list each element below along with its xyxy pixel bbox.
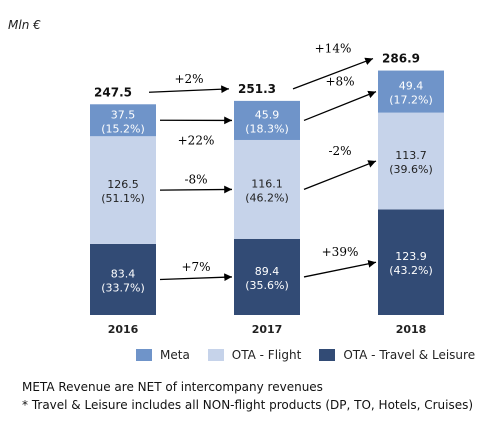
data-label: 123.9 xyxy=(395,250,427,263)
data-label: 113.7 xyxy=(395,149,427,162)
stacked-bar-chart: 83.4(33.7%) 126.5(51.1%) 37.5(15.2%) 247.5 2… xyxy=(90,42,444,336)
data-label-pct: (43.2%) xyxy=(389,264,433,277)
data-label-pct: (35.6%) xyxy=(245,279,289,292)
legend-item-meta: Meta xyxy=(136,348,190,362)
data-label-pct: (18.3%) xyxy=(245,122,289,135)
data-label-pct: (17.2%) xyxy=(389,94,433,107)
legend-swatch-ota-travel-leisure xyxy=(319,349,336,361)
growth-arrow xyxy=(159,185,233,194)
data-label: 49.4 xyxy=(399,80,424,93)
data-label: 89.4 xyxy=(255,265,280,278)
data-label-pct: (51.1%) xyxy=(101,192,145,205)
bar-segment xyxy=(378,70,444,113)
bar-segment xyxy=(378,209,444,315)
data-label: 37.5 xyxy=(111,108,136,121)
growth-label: -8% xyxy=(184,172,207,186)
data-label: 83.4 xyxy=(111,267,136,280)
legend-label-ota-travel-leisure: OTA - Travel & Leisure xyxy=(343,348,476,362)
data-label: 116.1 xyxy=(251,177,283,190)
growth-arrow xyxy=(303,259,377,278)
growth-arrow xyxy=(148,85,230,94)
growth-arrow xyxy=(303,160,377,191)
bar-segment xyxy=(234,238,300,315)
legend-swatch-meta xyxy=(136,349,152,361)
growth-label: +2% xyxy=(174,72,203,86)
growth-label: +14% xyxy=(315,42,352,56)
legend-item-ota-travel-leisure: OTA - Travel & Leisure xyxy=(319,348,475,362)
data-label-pct: (39.6%) xyxy=(389,163,433,176)
total-label: 286.9 xyxy=(382,52,420,66)
growth-label: -2% xyxy=(328,144,351,158)
bar-segment xyxy=(90,243,156,315)
legend-item-ota-flight: OTA - Flight xyxy=(207,348,302,362)
bar-segment xyxy=(378,112,444,210)
unit-label: Mln € xyxy=(8,18,41,32)
data-label-pct: (46.2%) xyxy=(245,191,289,204)
footnote-travel-leisure: * Travel & Leisure includes all NON-flig… xyxy=(22,398,474,412)
bar-segment xyxy=(234,139,300,239)
bar-segment xyxy=(234,100,300,140)
growth-arrow xyxy=(292,57,374,90)
legend-swatch-ota-flight xyxy=(207,349,224,361)
footnotes: META Revenue are NET of intercompany rev… xyxy=(22,378,473,414)
total-label: 251.3 xyxy=(238,82,276,96)
data-label-pct: (33.7%) xyxy=(101,281,145,294)
x-tick-label: 2017 xyxy=(252,323,283,336)
data-label-pct: (15.2%) xyxy=(101,122,145,135)
bar-segment xyxy=(90,136,156,244)
footnote-meta: META Revenue are NET of intercompany rev… xyxy=(22,380,323,394)
bar-segment xyxy=(90,104,156,137)
growth-label: +39% xyxy=(322,245,359,259)
x-tick-label: 2016 xyxy=(108,323,139,336)
growth-label: +8% xyxy=(325,75,354,89)
data-label: 45.9 xyxy=(255,108,280,121)
chart-legend: Meta OTA - Flight OTA - Travel & Leisure xyxy=(136,348,493,362)
legend-label-ota-flight: OTA - Flight xyxy=(231,348,302,362)
growth-label: +22% xyxy=(178,133,215,147)
total-label: 247.5 xyxy=(94,85,132,99)
growth-arrow xyxy=(159,273,233,282)
legend-label-meta: Meta xyxy=(160,348,190,362)
data-label: 126.5 xyxy=(107,178,139,191)
growth-arrow xyxy=(303,90,377,122)
x-tick-label: 2018 xyxy=(396,323,427,336)
growth-label: +7% xyxy=(181,260,210,274)
